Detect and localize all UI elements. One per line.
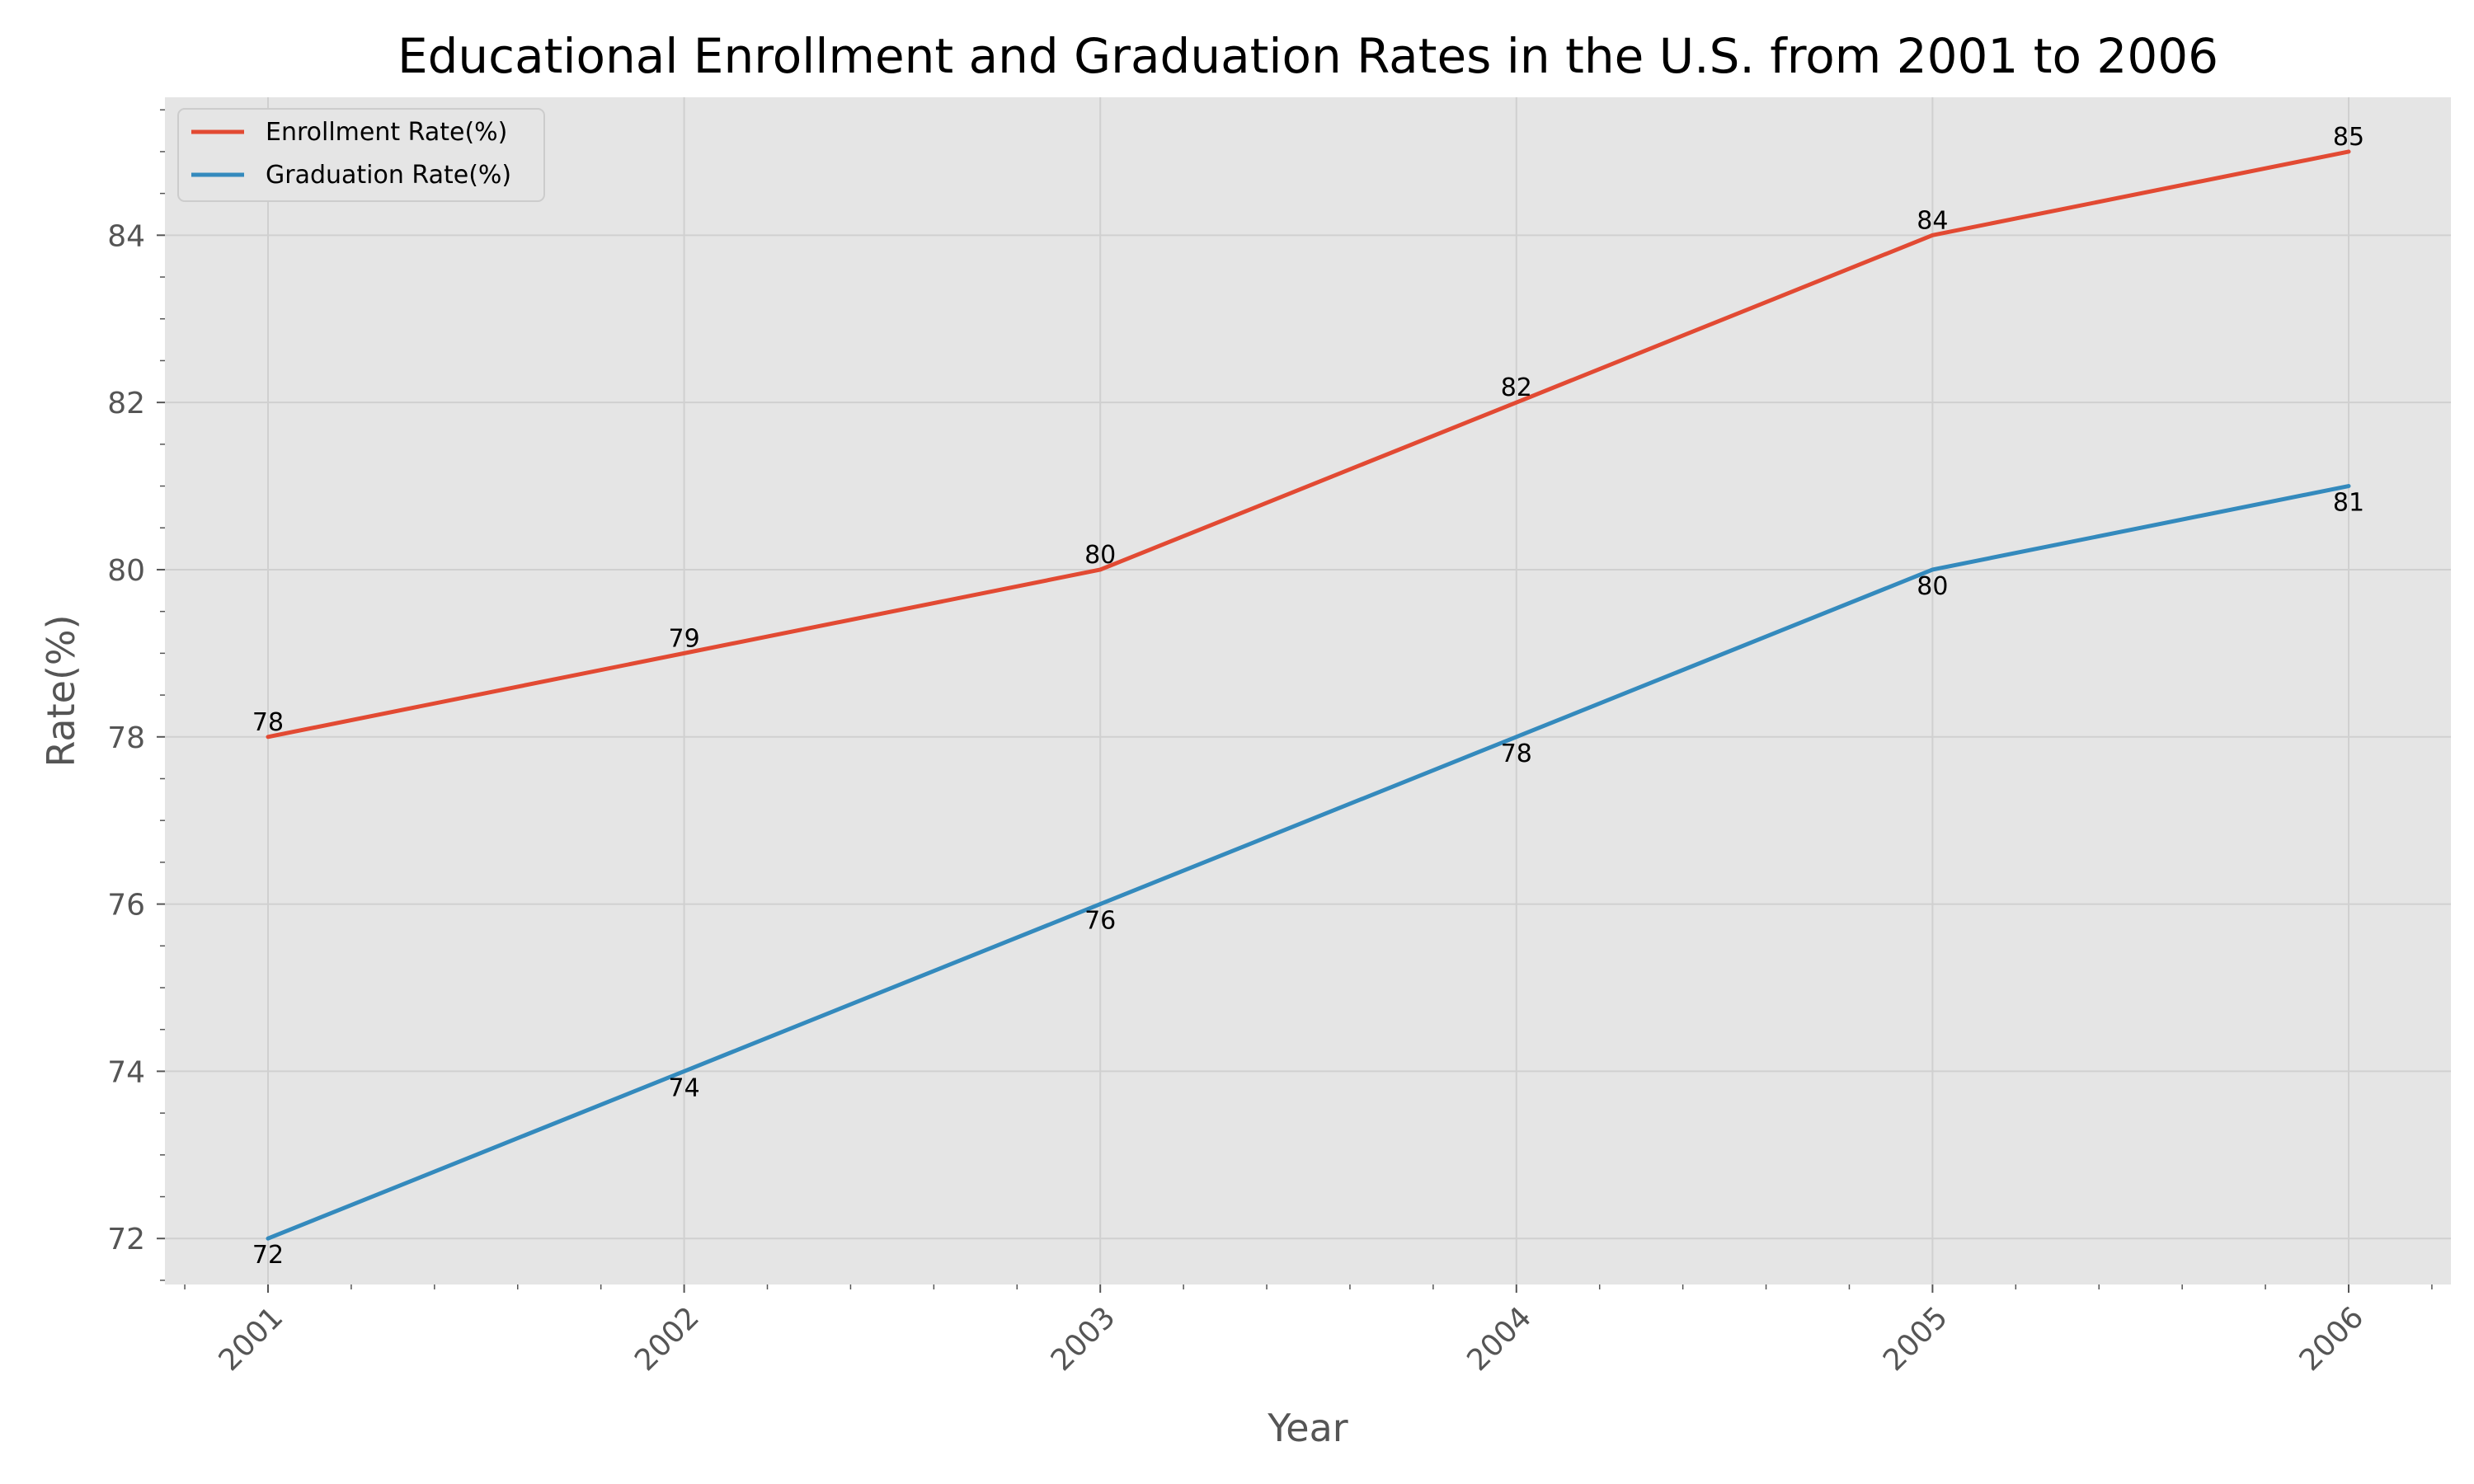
data-label: 72 (252, 1241, 284, 1270)
y-tick-label: 84 (107, 219, 145, 253)
series-line-graduation (266, 484, 2351, 1241)
data-label: 79 (669, 624, 700, 653)
legend-box (177, 108, 545, 202)
x-axis-label: Year (1267, 1406, 1348, 1450)
data-label: 81 (2333, 489, 2364, 518)
x-tick-label: 2001 (213, 1300, 290, 1378)
data-label: 80 (1917, 572, 1948, 601)
data-label: 82 (1501, 373, 1532, 402)
legend: Enrollment Rate(%) Graduation Rate(%) (177, 108, 545, 202)
x-tick-label: 2003 (1045, 1300, 1122, 1378)
legend-label: Graduation Rate(%) (266, 161, 511, 190)
data-label: 74 (669, 1073, 700, 1102)
x-tick-label: 2005 (1877, 1300, 1954, 1378)
chart-title: Educational Enrollment and Graduation Ra… (397, 28, 2218, 84)
data-label: 78 (1501, 740, 1532, 768)
x-tick-label: 2002 (628, 1300, 706, 1378)
data-label: 84 (1917, 206, 1948, 235)
y-tick-label: 78 (107, 721, 145, 755)
data-label: 78 (252, 708, 284, 737)
y-tick-label: 72 (107, 1223, 145, 1256)
grid-lines (165, 97, 2451, 1284)
legend-label: Enrollment Rate(%) (266, 118, 507, 147)
data-label: 76 (1084, 907, 1116, 936)
y-tick-label: 76 (107, 889, 145, 923)
plot-area (165, 97, 2451, 1284)
y-tick-label: 82 (107, 387, 145, 420)
data-label: 80 (1084, 541, 1116, 570)
y-tick-label: 80 (107, 554, 145, 588)
data-label: 85 (2333, 123, 2364, 152)
x-tick-label: 2004 (1460, 1300, 1538, 1378)
data-labels: 78 79 80 82 84 85 72 74 76 78 80 81 (252, 123, 2364, 1270)
series-line-enrollment (266, 149, 2351, 740)
y-axis-label: Rate(%) (39, 614, 83, 767)
y-tick-label: 74 (107, 1055, 145, 1089)
x-tick-label: 2006 (2293, 1300, 2371, 1378)
series-lines (266, 149, 2351, 1241)
